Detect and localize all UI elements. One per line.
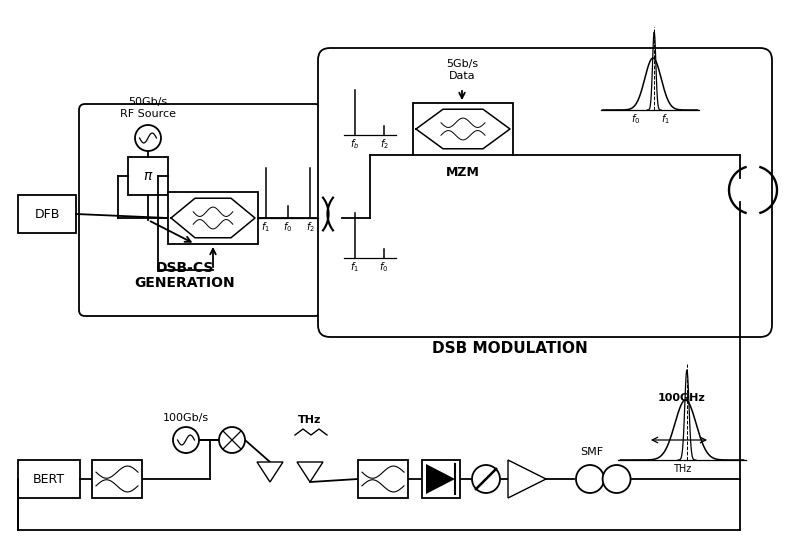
Text: DSB-CS: DSB-CS xyxy=(156,261,214,275)
Bar xyxy=(168,192,258,244)
Bar xyxy=(18,460,80,498)
FancyBboxPatch shape xyxy=(318,48,772,337)
Text: THz: THz xyxy=(298,415,322,425)
Text: $f_0$: $f_0$ xyxy=(379,260,389,274)
Bar xyxy=(358,460,408,498)
Text: $f_2$: $f_2$ xyxy=(379,137,389,151)
Text: $f_1$: $f_1$ xyxy=(662,112,670,126)
Polygon shape xyxy=(426,464,455,494)
Text: $f_b$: $f_b$ xyxy=(350,137,360,151)
Text: MZM: MZM xyxy=(446,166,480,178)
Text: THz: THz xyxy=(673,464,691,474)
Bar xyxy=(128,157,168,195)
Polygon shape xyxy=(508,460,546,498)
Text: DFB: DFB xyxy=(34,207,60,221)
Text: $\pi$: $\pi$ xyxy=(142,169,154,183)
Bar xyxy=(18,195,76,233)
Text: $f_0$: $f_0$ xyxy=(631,112,641,126)
Text: SMF: SMF xyxy=(581,447,603,457)
Circle shape xyxy=(472,465,500,493)
Circle shape xyxy=(135,125,161,151)
Polygon shape xyxy=(257,462,283,482)
Text: DSB MODULATION: DSB MODULATION xyxy=(432,340,588,355)
Text: GENERATION: GENERATION xyxy=(134,276,235,290)
Text: $f_0$: $f_0$ xyxy=(283,220,293,234)
Bar xyxy=(422,460,460,498)
Text: 100GHz: 100GHz xyxy=(658,393,706,403)
Circle shape xyxy=(602,465,630,493)
Text: $f_2$: $f_2$ xyxy=(306,220,314,234)
Circle shape xyxy=(576,465,604,493)
Text: 100Gb/s: 100Gb/s xyxy=(163,413,209,423)
Circle shape xyxy=(219,427,245,453)
Bar xyxy=(413,103,513,155)
Text: $f_1$: $f_1$ xyxy=(262,220,270,234)
Text: 50Gb/s
RF Source: 50Gb/s RF Source xyxy=(120,97,176,119)
FancyBboxPatch shape xyxy=(79,104,321,316)
Circle shape xyxy=(173,427,199,453)
Polygon shape xyxy=(297,462,323,482)
Text: BERT: BERT xyxy=(33,473,65,485)
Bar xyxy=(92,460,142,498)
Text: $f_1$: $f_1$ xyxy=(350,260,359,274)
Text: 5Gb/s
Data: 5Gb/s Data xyxy=(446,59,478,81)
